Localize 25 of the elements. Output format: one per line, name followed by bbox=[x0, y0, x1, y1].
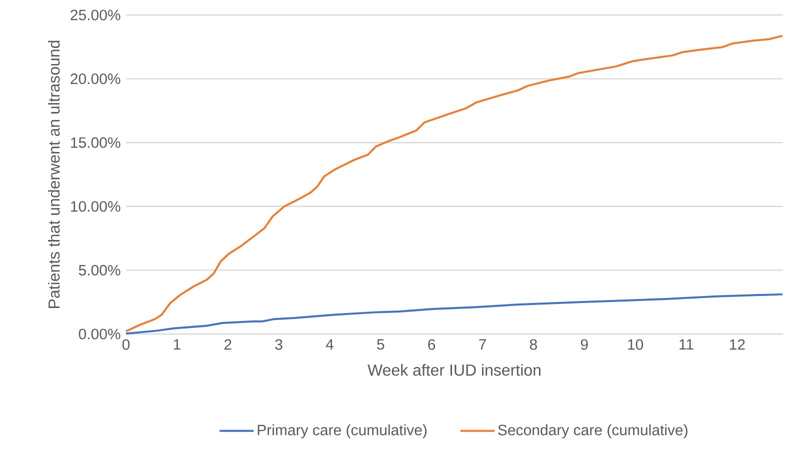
y-axis-title: Patients that underwent an ultrasound bbox=[48, 40, 60, 308]
line-series bbox=[125, 34, 784, 332]
x-tick-label: 0 bbox=[122, 339, 130, 350]
x-tick-label: 9 bbox=[580, 339, 588, 350]
y-tick-label: 5.00% bbox=[78, 264, 120, 276]
legend-label: Secondary care (cumulative) bbox=[498, 424, 688, 438]
line-series bbox=[125, 293, 784, 335]
x-tick-label: 3 bbox=[275, 339, 282, 350]
x-tick-label: 11 bbox=[680, 339, 694, 350]
x-tick-label: 12 bbox=[730, 339, 745, 350]
y-tick-label: 20.00% bbox=[70, 73, 120, 84]
x-axis-title: Week after IUD insertion bbox=[368, 364, 540, 376]
x-tick-label: 8 bbox=[530, 339, 537, 350]
y-tick-label: 15.00% bbox=[71, 137, 120, 148]
x-tick-label: 7 bbox=[479, 339, 486, 350]
y-tick-label: 10.00% bbox=[71, 201, 120, 212]
x-tick-label: 5 bbox=[377, 339, 384, 350]
legend-label: Primary care (cumulative) bbox=[258, 424, 427, 438]
y-tick-label: 0.00% bbox=[78, 328, 120, 340]
x-tick-label: 2 bbox=[224, 339, 232, 350]
x-tick-label: 6 bbox=[428, 339, 436, 350]
x-tick-label: 1 bbox=[174, 339, 180, 350]
x-tick-label: 4 bbox=[326, 339, 334, 350]
x-tick-label: 10 bbox=[628, 339, 644, 350]
y-tick-label: 25.00% bbox=[70, 10, 120, 20]
